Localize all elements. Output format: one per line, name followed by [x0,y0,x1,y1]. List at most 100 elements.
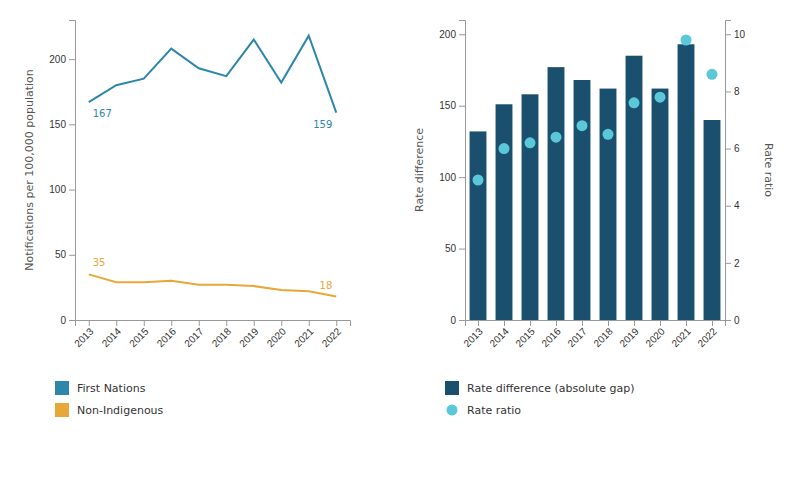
y2-axis-tick-mark [725,263,731,264]
point [473,175,484,186]
legend-item: First Nations [55,381,146,395]
x-axis-tick-mark [144,320,145,326]
y-axis-tick-mark [69,320,75,321]
y2-axis-tick-label: 0 [734,315,740,326]
x-axis-tick-mark [530,320,531,326]
x-axis-tick: 2019 [617,320,641,349]
bar [470,131,487,320]
y-axis-tick: 50 [445,243,465,254]
legend-label: Rate difference (absolute gap) [467,382,635,395]
x-axis-tick-label: 2022 [320,325,344,349]
y-axis-tick: 100 [49,184,75,195]
x-axis-tick-mark [556,320,557,326]
bar [704,120,721,320]
y-axis-tick-label: 200 [439,29,456,40]
x-axis-tick: 2014 [100,320,124,349]
annotation: 35 [93,257,106,268]
y-axis-tick: 50 [55,249,75,260]
y2-axis-tick-mark [725,206,731,207]
x-axis-tick-mark [171,320,172,326]
y2-axis: 0 2 4 6 8 10 [725,21,746,326]
x-axis-tick: 2020 [643,320,667,349]
y-axis-tick-mark [69,255,75,256]
x-axis-tick: 2022 [695,320,719,349]
bar [574,80,591,320]
y-axis-tick-label: 150 [49,119,66,130]
x-axis-tick-label: 2015 [127,325,151,349]
x-axis-tick-mark [478,320,479,326]
y-axis-tick-mark [69,59,75,60]
y2-axis-tick-mark [725,320,731,321]
y2-axis-tick: 6 [725,143,740,154]
legend-item: Rate difference (absolute gap) [445,381,635,395]
x-axis-tick: 2016 [539,320,563,349]
x-axis-tick: 2021 [292,320,316,349]
x-axis-tick: 2015 [127,320,151,349]
y-axis-tick: 0 [60,315,75,326]
y2-axis-line [726,21,732,321]
y-axis-tick-label: 100 [439,172,456,183]
point [551,132,562,143]
y2-axis-tick-mark [725,149,731,150]
bar [600,89,617,320]
y2-axis-title: Rate ratio [762,143,775,197]
bar [652,89,669,320]
y-axis-line [69,21,76,321]
y2-axis-tick: 10 [725,29,746,40]
x-axis-tick-label: 2013 [72,325,96,349]
x-axis-tick: 2017 [565,320,589,349]
x-axis-tick-mark [712,320,713,326]
x-axis-tick-label: 2021 [669,325,693,349]
x-axis-tick-label: 2018 [591,325,615,349]
x-axis-tick-label: 2019 [617,325,641,349]
x-axis-tick: 2016 [155,320,179,349]
x-axis-tick-mark [199,320,200,326]
y2-axis-tick-mark [725,34,731,35]
x-axis-tick-mark [281,320,282,326]
y2-axis-tick-label: 4 [734,200,740,211]
legend-label: Rate ratio [467,404,521,417]
legend-label: Non-Indigenous [77,404,164,417]
y-axis-tick-mark [459,34,465,35]
x-axis-tick-mark [336,320,337,326]
x-axis-tick-label: 2019 [237,325,261,349]
y-axis-tick: 200 [439,29,465,40]
legend-item: Rate ratio [447,404,522,417]
annotation: 18 [320,280,333,291]
y-axis-tick-mark [459,106,465,107]
panel: 2013201420152016201720182019202020212022… [23,21,351,418]
x-axis-tick-label: 2018 [210,325,234,349]
x-axis-tick-mark [504,320,505,326]
x-axis-tick: 2018 [210,320,234,349]
y-axis-title: Notifications per 100,000 population [23,69,36,271]
annotation: 159 [313,119,332,130]
y2-axis-tick-label: 8 [734,86,740,97]
x-axis-tick-mark [309,320,310,326]
x-axis-tick: 2014 [487,320,511,349]
chart-root: 2013201420152016201720182019202020212022… [0,0,800,500]
x-axis-tick-label: 2015 [513,325,537,349]
y-axis-tick: 100 [439,172,465,183]
x-axis-tick-label: 2021 [292,325,316,349]
x-axis-tick-label: 2016 [539,325,563,349]
line [89,274,337,296]
x-axis-tick: 2020 [265,320,289,349]
y2-axis-tick-label: 2 [734,258,740,269]
bar [678,44,695,320]
x-axis-tick: 2017 [182,320,206,349]
legend-swatch [445,381,459,395]
y-axis-tick: 0 [450,315,465,326]
x-axis-tick-mark [634,320,635,326]
line [89,36,337,113]
x-axis-tick: 2015 [513,320,537,349]
x-axis-tick-label: 2020 [265,325,289,349]
y-axis-tick-label: 50 [55,249,67,260]
x-axis: 2013201420152016201720182019202020212022 [461,320,725,349]
y-axis-tick-mark [459,249,465,250]
x-axis-tick-mark [226,320,227,326]
point [655,92,666,103]
x-axis-tick-mark [608,320,609,326]
y-axis-line [459,21,466,321]
x-axis-tick-mark [660,320,661,326]
y-axis-tick-label: 0 [60,315,66,326]
